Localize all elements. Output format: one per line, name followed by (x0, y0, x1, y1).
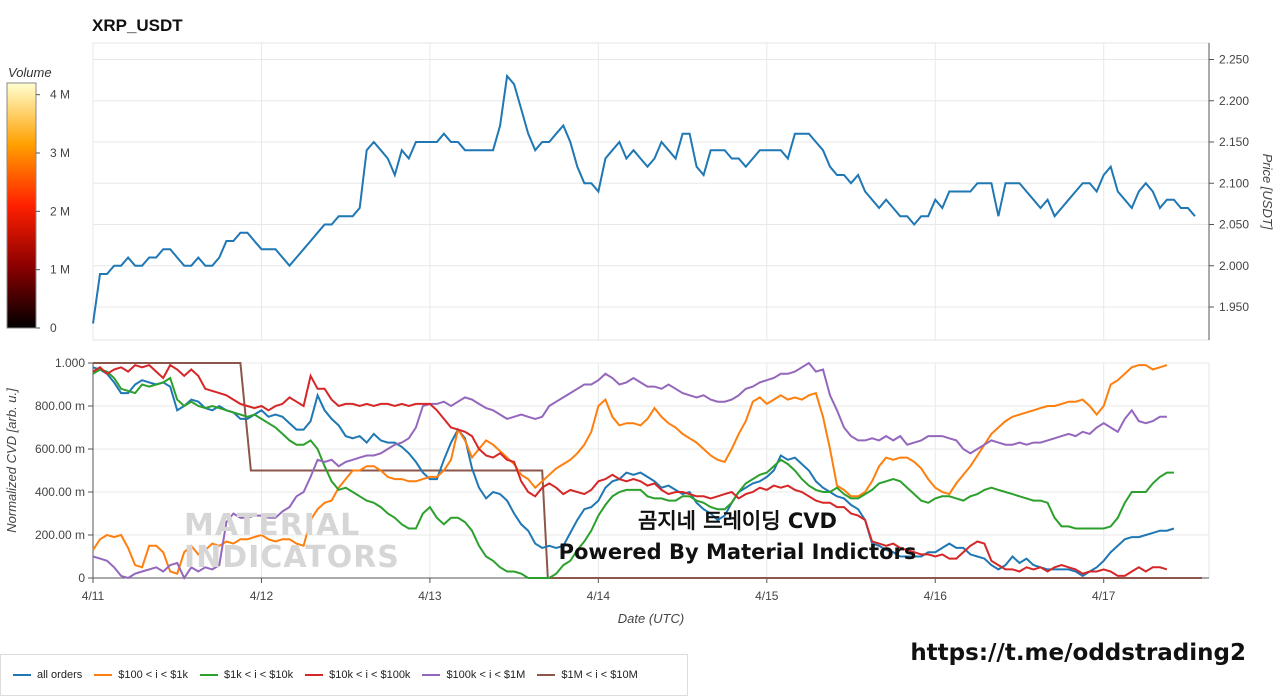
overlay-caption-2: Powered By Material Indictors (558, 540, 917, 564)
legend-swatch (13, 674, 31, 676)
legend-label: $10k < i < $100k (329, 669, 411, 681)
cvd-x-axis-label: Date (UTC) (618, 611, 684, 626)
legend-swatch (305, 674, 324, 676)
overlay-caption-1: 곰지네 트레이딩 CVD (638, 509, 837, 533)
cvd-x-tick-label: 4/12 (250, 589, 274, 603)
legend-item[interactable]: $100k < i < $1M (422, 669, 525, 681)
cvd-x-tick-label: 4/16 (924, 589, 948, 603)
legend-swatch (422, 674, 441, 676)
telegram-link[interactable]: https://t.me/oddstrading2 (910, 640, 1246, 666)
cvd-y-tick-label: 200.00 m (35, 528, 85, 542)
colorbar-tick-label: 4 M (50, 88, 70, 102)
price-tick-label: 2.100 (1219, 176, 1249, 190)
cvd-series-line (92, 363, 1168, 577)
price-tick-label: 2.200 (1219, 94, 1249, 108)
cvd-y-tick-label: 1.000 (55, 356, 85, 370)
cvd-series-line (92, 366, 1175, 578)
cvd-series-line (92, 364, 1168, 575)
legend-item[interactable]: $1k < i < $10k (199, 669, 294, 681)
colorbar (6, 82, 37, 329)
cvd-y-tick-label: 0 (78, 571, 85, 585)
legend-swatch (199, 674, 218, 676)
volume-colorbar: Volume 0 1 M 2 M 3 M 4 M (6, 65, 70, 335)
legend-item[interactable]: all orders (13, 669, 82, 681)
price-tick-label: 2.000 (1219, 259, 1249, 273)
cvd-y-axis-label: Normalized CVD [arb. u.] (4, 388, 19, 533)
price-tick-label: 2.150 (1219, 135, 1249, 149)
legend-item[interactable]: $100 < i < $1k (94, 669, 188, 681)
watermark-logo: MATERIAL INDICATORS (184, 508, 400, 575)
colorbar-title: Volume (8, 65, 52, 80)
price-tick-label: 2.050 (1219, 218, 1249, 232)
cvd-x-tick-label: 4/17 (1092, 589, 1116, 603)
legend-label: all orders (37, 669, 83, 681)
cvd-x-tick-label: 4/13 (418, 589, 442, 603)
legend-swatch (94, 674, 113, 676)
legend: all orders $100 < i < $1k $1k < i < $10k $1… (0, 654, 688, 696)
colorbar-tick-label: 3 M (50, 146, 70, 160)
legend-label: $100k < i < $1M (446, 669, 526, 681)
cvd-series-line (92, 368, 1174, 579)
colorbar-tick-label: 0 (50, 321, 57, 335)
legend-item[interactable]: $10k < i < $100k (305, 669, 410, 681)
cvd-series-line (93, 362, 1202, 579)
legend-label: $1M < i < $10M (561, 669, 638, 681)
legend-item[interactable]: $1M < i < $10M (537, 669, 638, 681)
price-plot-area (92, 42, 1210, 341)
chart-title: XRP_USDT (92, 16, 183, 35)
price-tick-label: 2.250 (1219, 53, 1249, 67)
cvd-x-tick-label: 4/15 (755, 589, 779, 603)
cvd-series-line (92, 361, 1167, 581)
cvd-x-tick-label: 4/14 (587, 589, 611, 603)
cvd-panel: 4/11 4/12 4/13 4/14 4/15 4/16 4/17 0 200.00 m 400… (4, 356, 1210, 626)
cvd-x-tick-label: 4/11 (82, 589, 105, 603)
price-panel: 1.950 2.000 2.050 2.100 2.150 2.200 2.250 Price… (92, 42, 1275, 341)
cvd-y-tick-label: 800.00 m (35, 399, 85, 413)
legend-swatch (537, 674, 556, 676)
legend-label: $100 < i < $1k (118, 669, 188, 681)
cvd-y-tick-label: 400.00 m (35, 485, 85, 499)
cvd-y-tick-label: 600.00 m (35, 442, 85, 456)
colorbar-tick-label: 2 M (50, 204, 70, 218)
price-tick-label: 1.950 (1219, 300, 1249, 314)
price-axis-label: Price [USDT] (1260, 154, 1275, 230)
colorbar-tick-label: 1 M (50, 263, 70, 277)
price-line (92, 73, 1196, 324)
legend-label: $1k < i < $10k (223, 669, 294, 681)
